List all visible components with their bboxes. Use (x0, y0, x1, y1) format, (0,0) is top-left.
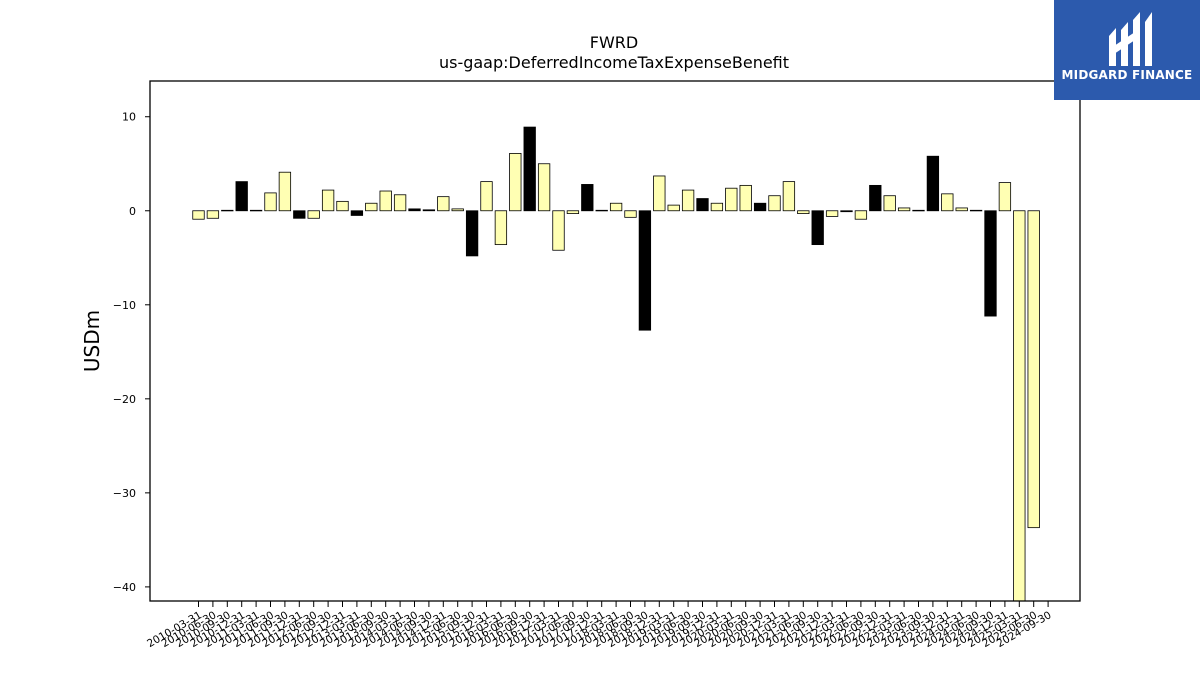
bar (293, 210, 306, 219)
bar (379, 190, 392, 212)
bar (365, 202, 378, 212)
bar (883, 195, 896, 212)
bar (912, 209, 925, 212)
bar (984, 210, 997, 317)
bar (667, 204, 680, 212)
logo-mark-icon (1109, 12, 1152, 66)
bar (192, 210, 205, 220)
bar (509, 153, 522, 212)
bar (408, 208, 421, 212)
bar (321, 189, 335, 212)
y-axis: 10 0 −10 −20 −30 −40 (113, 111, 150, 594)
bar (307, 210, 320, 219)
bar (782, 181, 796, 212)
bar (1027, 210, 1040, 529)
bars-group (192, 126, 1040, 602)
bar (465, 210, 479, 257)
y-tick-label: −40 (113, 581, 136, 594)
bar (638, 210, 652, 331)
bar (206, 210, 220, 219)
bar (581, 184, 594, 212)
y-tick-label: 10 (122, 111, 136, 124)
bar (811, 210, 824, 246)
bar (221, 209, 234, 212)
chart-title: FWRD (590, 33, 638, 52)
bar (480, 181, 493, 212)
bar (969, 209, 983, 212)
bar (393, 194, 407, 212)
bar (739, 184, 752, 212)
y-tick-label: 0 (129, 205, 136, 218)
y-tick-label: −20 (113, 393, 136, 406)
x-axis: 2010-03-312010-06-302010-09-302010-12-31… (145, 601, 1054, 650)
bar (710, 202, 724, 212)
bar (941, 193, 954, 212)
bar (437, 196, 450, 212)
bar (609, 202, 623, 212)
y-tick-label: −10 (113, 299, 136, 312)
bar (768, 195, 781, 212)
bar (681, 189, 695, 212)
bar (725, 187, 738, 212)
bar (552, 210, 565, 251)
bar (797, 210, 810, 214)
bar (523, 126, 536, 212)
bar (566, 210, 580, 214)
bar (235, 181, 248, 212)
bar (825, 210, 839, 217)
bar (451, 208, 464, 212)
bar (696, 198, 709, 212)
bar (336, 200, 349, 212)
bar (998, 182, 1012, 212)
bar (350, 210, 364, 216)
bar (653, 175, 666, 212)
bar (249, 209, 263, 212)
bar (926, 155, 940, 212)
bar (278, 171, 292, 212)
bar (840, 210, 853, 213)
bar (595, 209, 608, 212)
bar (422, 209, 436, 212)
bar (753, 202, 767, 212)
y-tick-label: −30 (113, 487, 136, 500)
bar (869, 184, 882, 212)
bar (494, 210, 508, 246)
logo-text: MIDGARD FINANCE (1061, 68, 1193, 82)
bar (1013, 210, 1026, 602)
plot-frame (149, 80, 1081, 602)
brand-logo: MIDGARD FINANCE (1054, 0, 1200, 100)
bar (897, 207, 911, 212)
bar (624, 210, 637, 218)
chart-subtitle: us-gaap:DeferredIncomeTaxExpenseBenefit (439, 53, 789, 72)
bar (854, 210, 868, 220)
bar (537, 163, 551, 212)
bar (955, 207, 968, 212)
bar (264, 192, 277, 212)
y-axis-label: USDm (80, 310, 104, 372)
